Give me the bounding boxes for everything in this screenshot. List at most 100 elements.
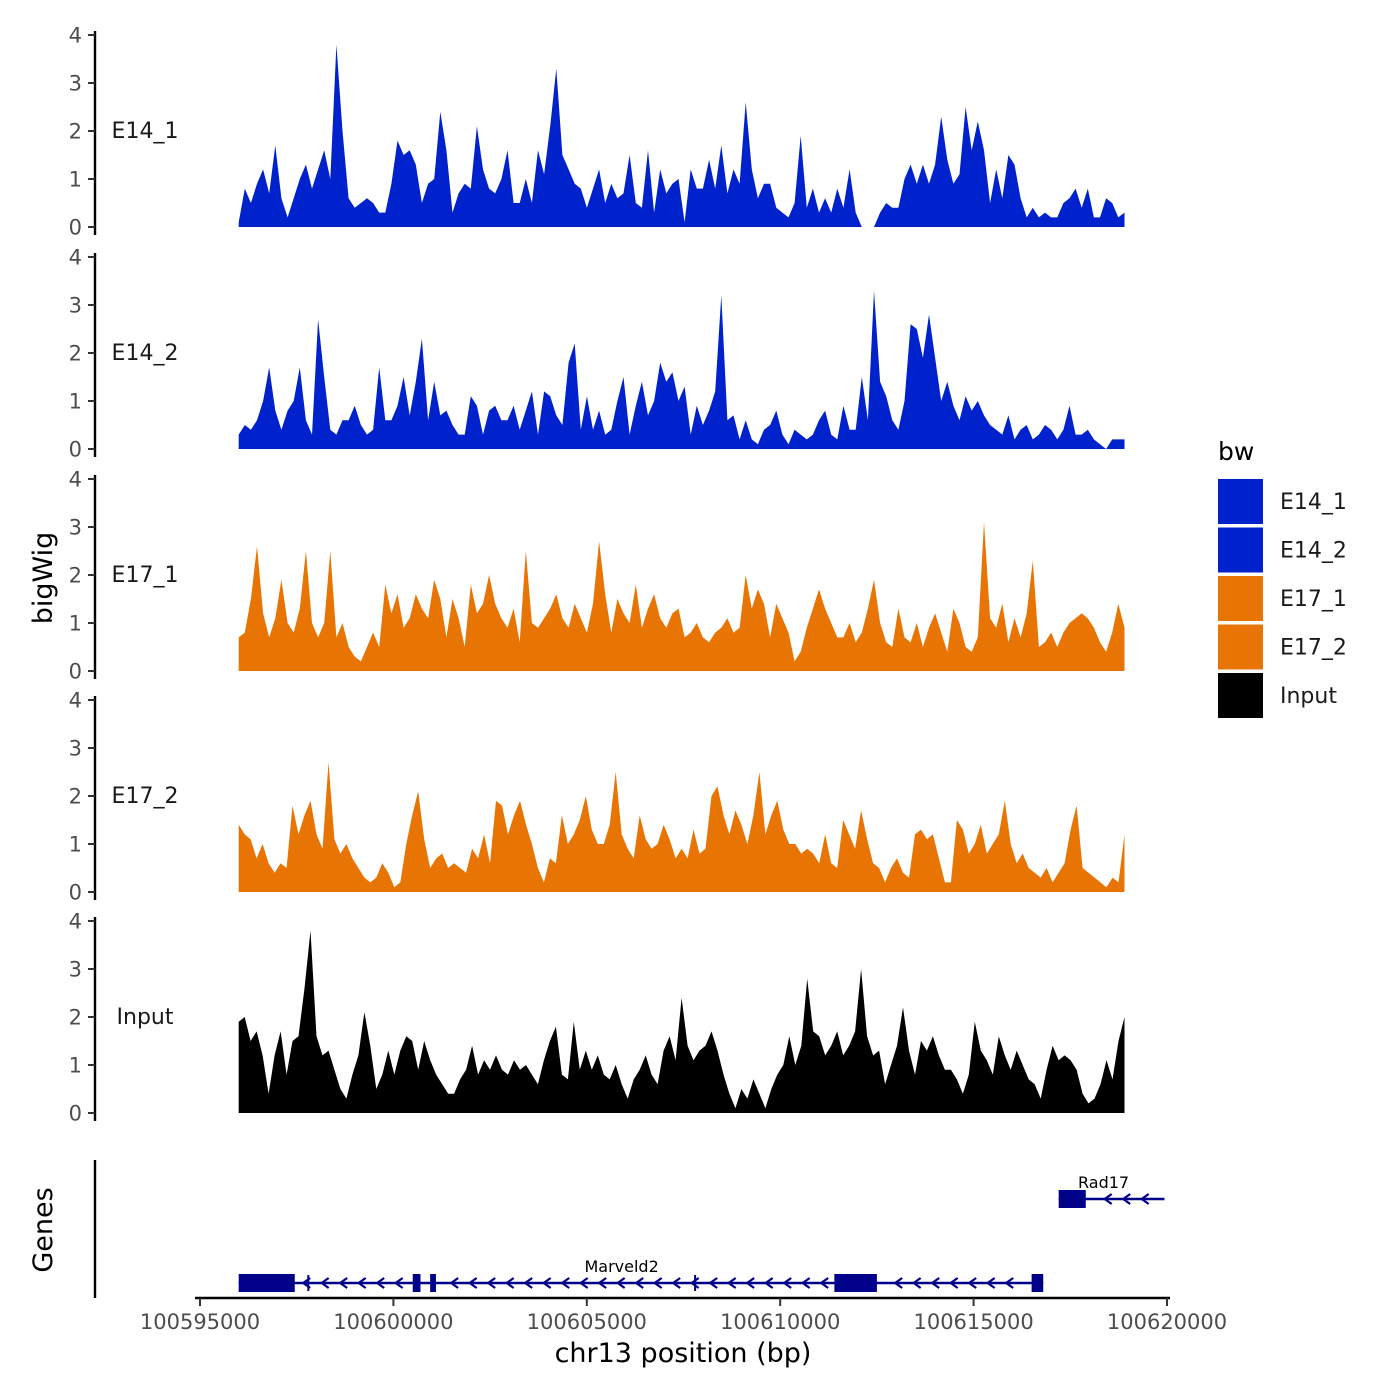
exon bbox=[238, 1274, 295, 1292]
track-label-E14_2: E14_2 bbox=[112, 341, 179, 366]
strand-arrow bbox=[930, 1277, 940, 1289]
area-E17_2 bbox=[238, 762, 1125, 892]
y-tick-label: 4 bbox=[69, 246, 82, 270]
legend-label-Input: Input bbox=[1280, 684, 1337, 709]
genes-panel: Marveld2 Rad17 bbox=[93, 1160, 1165, 1298]
legend-key-E14_1 bbox=[1218, 479, 1263, 524]
y-tick-label: 0 bbox=[69, 216, 82, 240]
x-axis: 100595000 100600000 100605000 100610000 1006… bbox=[140, 1296, 1227, 1334]
strand-arrow bbox=[893, 1277, 903, 1289]
strand-arrow bbox=[652, 1277, 663, 1289]
legend: E14_1 E14_2 E17_1 E17_2 Input bbox=[1218, 479, 1347, 718]
strand-arrow bbox=[375, 1277, 385, 1289]
strand-arrow bbox=[782, 1277, 792, 1289]
track-E14_1: 0 1 2 3 4 E14_1 bbox=[69, 24, 1125, 240]
strand-arrow bbox=[338, 1277, 348, 1289]
x-tick-label: 100605000 bbox=[527, 1310, 647, 1334]
area-Input bbox=[238, 930, 1125, 1113]
strand-arrow bbox=[1102, 1193, 1113, 1205]
strand-arrow bbox=[745, 1277, 755, 1289]
track-E17_2: 0 1 2 3 4 E17_2 bbox=[69, 689, 1125, 905]
strand-arrow bbox=[1004, 1277, 1014, 1289]
strand-arrow bbox=[967, 1277, 977, 1289]
y-axis-title: bigWig bbox=[28, 532, 59, 625]
strand-arrow bbox=[819, 1277, 829, 1289]
strand-arrow bbox=[449, 1277, 459, 1289]
legend-key-Input bbox=[1218, 673, 1263, 718]
x-tick-label: 100610000 bbox=[720, 1310, 840, 1334]
y-tick-label: 3 bbox=[69, 737, 82, 761]
track-E14_2: 0 1 2 3 4 E14_2 bbox=[69, 246, 1125, 462]
strand-arrow bbox=[708, 1277, 718, 1289]
exon bbox=[1031, 1274, 1044, 1292]
y-tick-label: 3 bbox=[69, 294, 82, 318]
strand-arrow bbox=[467, 1277, 478, 1289]
y-tick-label: 1 bbox=[69, 390, 82, 414]
track-label-E17_2: E17_2 bbox=[112, 784, 179, 809]
gene-Marveld2: Marveld2 bbox=[238, 1257, 1044, 1292]
strand-arrow bbox=[1121, 1193, 1131, 1205]
track-label-E17_1: E17_1 bbox=[112, 563, 179, 588]
strand-arrow bbox=[393, 1277, 404, 1289]
y-tick-label: 0 bbox=[69, 438, 82, 462]
legend-label-E17_2: E17_2 bbox=[1280, 636, 1347, 661]
legend-key-E14_2 bbox=[1218, 527, 1263, 573]
track-label-Input: Input bbox=[117, 1005, 174, 1030]
strand-arrow bbox=[948, 1277, 959, 1289]
legend-key-E17_2 bbox=[1218, 624, 1263, 670]
legend-key-E17_1 bbox=[1218, 576, 1263, 621]
area-E17_1 bbox=[238, 522, 1125, 671]
strand-arrow bbox=[911, 1277, 922, 1289]
y-tick-label: 2 bbox=[69, 564, 82, 588]
strand-arrow bbox=[634, 1277, 644, 1289]
strand-arrow bbox=[504, 1277, 515, 1289]
strand-arrow bbox=[1139, 1193, 1150, 1205]
strand-arrow bbox=[356, 1277, 367, 1289]
y-tick-label: 0 bbox=[69, 881, 82, 905]
y-tick-label: 2 bbox=[69, 120, 82, 144]
y-tick-label: 4 bbox=[69, 24, 82, 48]
area-E14_1 bbox=[238, 44, 1125, 227]
exon bbox=[834, 1274, 877, 1292]
exon bbox=[1058, 1190, 1086, 1208]
y-tick-label: 4 bbox=[69, 468, 82, 492]
gene-Rad17: Rad17 bbox=[1058, 1173, 1165, 1208]
y-tick-label: 3 bbox=[69, 72, 82, 96]
signal-tracks: 0 1 2 3 4 E14_1 0 1 2 3 4 E14_2 0 1 2 3 4 E17_1 0 1 2 3 4 E17_2… bbox=[69, 24, 1125, 1126]
strand-arrow bbox=[726, 1277, 737, 1289]
legend-title: bw bbox=[1218, 437, 1254, 466]
strand-arrow bbox=[578, 1277, 589, 1289]
strand-arrow bbox=[560, 1277, 570, 1289]
strand-arrow bbox=[486, 1277, 496, 1289]
strand-arrow bbox=[800, 1277, 811, 1289]
x-tick-label: 100620000 bbox=[1107, 1310, 1227, 1334]
legend-label-E14_2: E14_2 bbox=[1280, 539, 1347, 564]
y-tick-label: 4 bbox=[69, 689, 82, 713]
y-tick-label: 4 bbox=[69, 910, 82, 934]
y-tick-label: 1 bbox=[69, 612, 82, 636]
y-tick-label: 0 bbox=[69, 660, 82, 684]
area-E14_2 bbox=[238, 290, 1125, 449]
y-tick-label: 2 bbox=[69, 1006, 82, 1030]
genes-track-title: Genes bbox=[28, 1187, 59, 1272]
x-axis-title: chr13 position (bp) bbox=[555, 1338, 812, 1369]
gene-label-Rad17: Rad17 bbox=[1078, 1173, 1129, 1192]
x-tick-label: 100615000 bbox=[913, 1310, 1033, 1334]
y-tick-label: 2 bbox=[69, 785, 82, 809]
strand-arrow bbox=[671, 1277, 681, 1289]
strand-arrow bbox=[763, 1277, 774, 1289]
legend-label-E14_1: E14_1 bbox=[1280, 490, 1347, 515]
strand-arrow bbox=[319, 1277, 330, 1289]
strand-arrow bbox=[523, 1277, 533, 1289]
track-label-E14_1: E14_1 bbox=[112, 119, 179, 144]
y-tick-label: 1 bbox=[69, 168, 82, 192]
exon bbox=[412, 1274, 421, 1292]
y-tick-label: 3 bbox=[69, 958, 82, 982]
strand-arrow bbox=[615, 1277, 626, 1289]
strand-arrow bbox=[541, 1277, 552, 1289]
track-Input: 0 1 2 3 4 Input bbox=[69, 910, 1125, 1126]
exon bbox=[430, 1274, 436, 1292]
legend-label-E17_1: E17_1 bbox=[1280, 587, 1347, 612]
x-tick-label: 100595000 bbox=[140, 1310, 260, 1334]
